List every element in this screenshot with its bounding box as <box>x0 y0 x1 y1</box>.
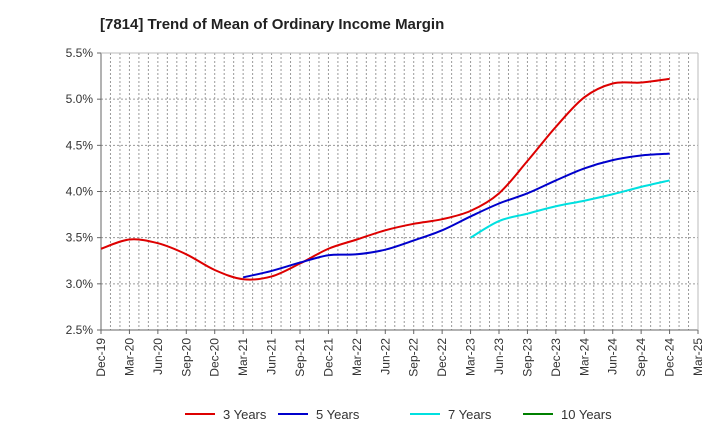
legend-label-7-years: 7 Years <box>448 407 492 422</box>
y-tick-label: 4.5% <box>66 138 94 152</box>
x-tick-label: Mar-24 <box>577 338 591 376</box>
series-line-5-years <box>242 152 670 279</box>
series-line-3-years <box>100 77 670 281</box>
x-tick-label: Jun-21 <box>265 338 279 375</box>
chart-title: [7814] Trend of Mean of Ordinary Income … <box>100 16 445 33</box>
x-tick-label: Dec-19 <box>94 338 108 377</box>
x-tick-label: Sep-22 <box>407 338 421 377</box>
y-tick-label: 5.5% <box>66 46 94 60</box>
x-tick-label: Jun-23 <box>492 338 506 375</box>
x-tick-label: Mar-21 <box>236 338 250 376</box>
x-tick-label: Sep-21 <box>293 338 307 377</box>
series-line-7-years <box>470 179 670 239</box>
x-tick-label: Jun-20 <box>151 338 165 375</box>
y-tick-label: 2.5% <box>66 323 94 337</box>
x-tick-label: Dec-22 <box>435 338 449 377</box>
x-tick-label: Jun-24 <box>606 338 620 375</box>
x-tick-label: Mar-22 <box>350 338 364 376</box>
legend-label-3-years: 3 Years <box>223 407 267 422</box>
x-tick-label: Dec-23 <box>549 338 563 377</box>
x-tick-label: Mar-23 <box>464 338 478 376</box>
y-tick-label: 3.0% <box>66 277 94 291</box>
x-tick-label: Dec-20 <box>208 338 222 377</box>
x-tick-label: Dec-24 <box>663 338 677 377</box>
x-tick-label: Mar-20 <box>122 338 136 376</box>
x-tick-label: Sep-20 <box>179 338 193 377</box>
x-tick-label: Sep-24 <box>634 338 648 377</box>
x-tick-label: Jun-22 <box>378 338 392 375</box>
y-tick-label: 4.0% <box>66 185 94 199</box>
x-tick-label: Sep-23 <box>520 338 534 377</box>
legend-label-10-years: 10 Years <box>561 407 612 422</box>
y-tick-label: 3.5% <box>66 231 94 245</box>
legend-label-5-years: 5 Years <box>316 407 360 422</box>
x-tick-label: Mar-25 <box>691 338 705 376</box>
x-tick-label: Dec-21 <box>321 338 335 377</box>
y-tick-label: 5.0% <box>66 92 94 106</box>
